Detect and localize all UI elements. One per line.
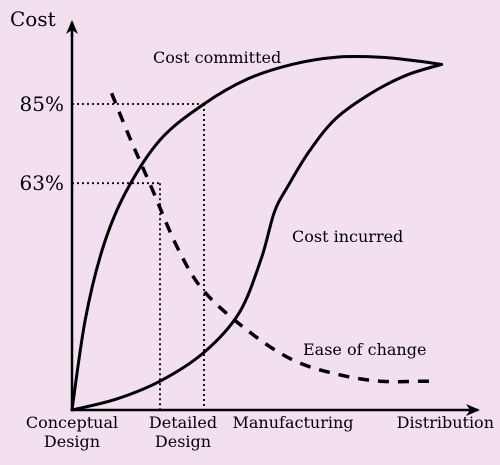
y-axis-label: Cost <box>10 7 56 31</box>
series-label-cost-incurred: Cost incurred <box>292 227 403 246</box>
series-label-ease-of-change: Ease of change <box>303 340 426 359</box>
y-tick-label: 63% <box>20 171 64 195</box>
series-label-cost-committed: Cost committed <box>153 48 281 67</box>
series-cost-incurred-line <box>70 62 444 412</box>
y-tick-label: 85% <box>20 92 64 116</box>
category-label-conceptual-design: Conceptual Design <box>26 413 118 451</box>
category-label-distribution: Distribution <box>397 413 494 432</box>
series-cost-committed-line <box>70 55 444 412</box>
series-ease-of-change-line <box>109 92 433 384</box>
category-label-manufacturing: Manufacturing <box>233 413 354 432</box>
category-label-detailed-design: Detailed Design <box>149 413 217 451</box>
